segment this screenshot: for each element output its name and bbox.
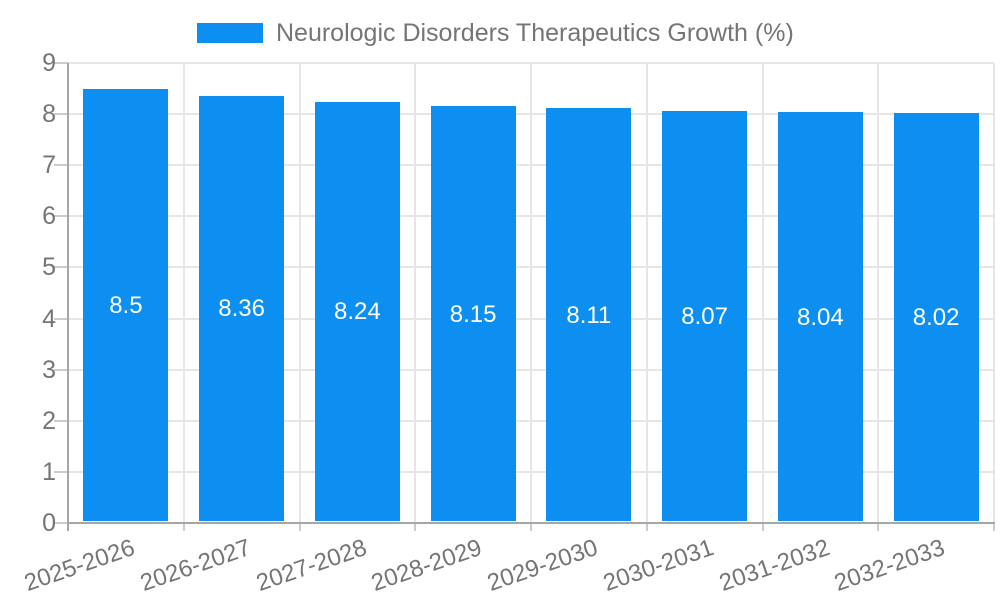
bar-2029-2030 xyxy=(546,108,632,521)
gridline-vertical xyxy=(645,63,648,523)
x-axis-tick xyxy=(414,523,417,531)
bar-2027-2028 xyxy=(314,101,400,521)
x-axis-tick-label: 2032-2033 xyxy=(831,534,949,597)
y-axis-tick xyxy=(54,164,68,167)
y-axis-tick xyxy=(54,470,68,473)
gridline-vertical xyxy=(182,63,185,523)
bar-value-label: 8.02 xyxy=(912,304,960,332)
y-axis-tick xyxy=(54,62,68,64)
y-axis-tick xyxy=(54,317,68,320)
y-axis-tick-label: 0 xyxy=(42,509,56,537)
y-axis-tick xyxy=(54,113,68,116)
gridline-vertical xyxy=(530,63,532,523)
y-axis-tick-label: 2 xyxy=(42,406,56,435)
x-axis-tick-label: 2030-2031 xyxy=(599,534,718,597)
x-axis-tick xyxy=(645,523,648,531)
bar-value-label: 8.36 xyxy=(218,295,265,323)
legend-swatch xyxy=(197,23,263,43)
x-axis-tick-label: 2027-2028 xyxy=(252,534,370,597)
x-axis-tick xyxy=(761,523,764,531)
bar-value-label: 8.15 xyxy=(449,300,497,328)
bar-value-label: 8.11 xyxy=(566,301,612,329)
bar-2025-2026 xyxy=(83,88,169,521)
gridline-vertical xyxy=(298,63,301,523)
x-axis-tick-label: 2028-2029 xyxy=(368,534,486,597)
y-axis-tick xyxy=(54,215,68,218)
x-axis-tick xyxy=(530,523,532,531)
bar-value-label: 8.24 xyxy=(334,298,381,326)
bar-value-label: 8.04 xyxy=(797,303,844,331)
y-axis-tick-label: 1 xyxy=(42,457,56,486)
y-axis-tick-label: 9 xyxy=(42,49,56,77)
x-axis-line xyxy=(67,522,995,524)
bar-2026-2027 xyxy=(199,95,285,521)
gridline-vertical xyxy=(993,63,995,523)
y-axis-tick xyxy=(54,522,68,524)
x-axis-tick xyxy=(182,523,185,531)
bar-2030-2031 xyxy=(662,110,748,521)
bar-2032-2033 xyxy=(893,113,979,521)
y-axis-tick-label: 8 xyxy=(42,100,56,129)
gridline-vertical xyxy=(761,63,764,523)
y-axis-tick-label: 6 xyxy=(42,202,56,231)
x-axis-tick-label: 2025-2026 xyxy=(21,534,139,597)
gridline-vertical xyxy=(877,63,880,523)
x-axis-tick xyxy=(877,523,880,531)
y-axis-tick-label: 5 xyxy=(42,253,56,282)
y-axis-tick-label: 7 xyxy=(42,151,56,180)
y-axis-tick xyxy=(54,266,68,269)
y-axis-tick-label: 4 xyxy=(42,304,56,333)
y-axis-line xyxy=(67,63,69,531)
x-axis-tick-label: 2029-2030 xyxy=(484,534,602,597)
x-axis-tick xyxy=(993,523,995,531)
y-axis-tick-label: 3 xyxy=(42,355,56,384)
bar-2028-2029 xyxy=(430,106,516,521)
x-axis-tick-label: 2026-2027 xyxy=(136,534,255,597)
legend-label: Neurologic Disorders Therapeutics Growth… xyxy=(276,18,794,47)
x-axis-tick xyxy=(298,523,301,531)
x-axis-tick-label: 2031-2032 xyxy=(715,534,833,597)
bar-value-label: 8.07 xyxy=(681,302,728,330)
bar-2031-2032 xyxy=(777,112,863,521)
bar-value-label: 8.5 xyxy=(109,291,143,319)
y-axis-tick xyxy=(54,368,68,371)
y-axis-tick xyxy=(54,419,68,422)
gridline-vertical xyxy=(414,63,417,523)
legend[interactable]: Neurologic Disorders Therapeutics Growth… xyxy=(197,18,794,47)
